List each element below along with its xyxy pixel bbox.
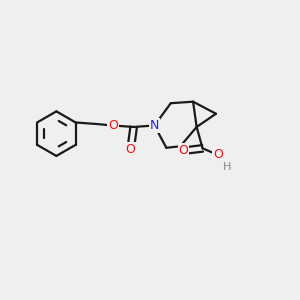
Text: H: H: [223, 162, 231, 172]
Text: O: O: [178, 144, 188, 157]
Text: O: O: [213, 148, 223, 161]
Text: N: N: [150, 119, 159, 132]
Text: O: O: [126, 143, 136, 156]
Text: O: O: [108, 119, 118, 132]
